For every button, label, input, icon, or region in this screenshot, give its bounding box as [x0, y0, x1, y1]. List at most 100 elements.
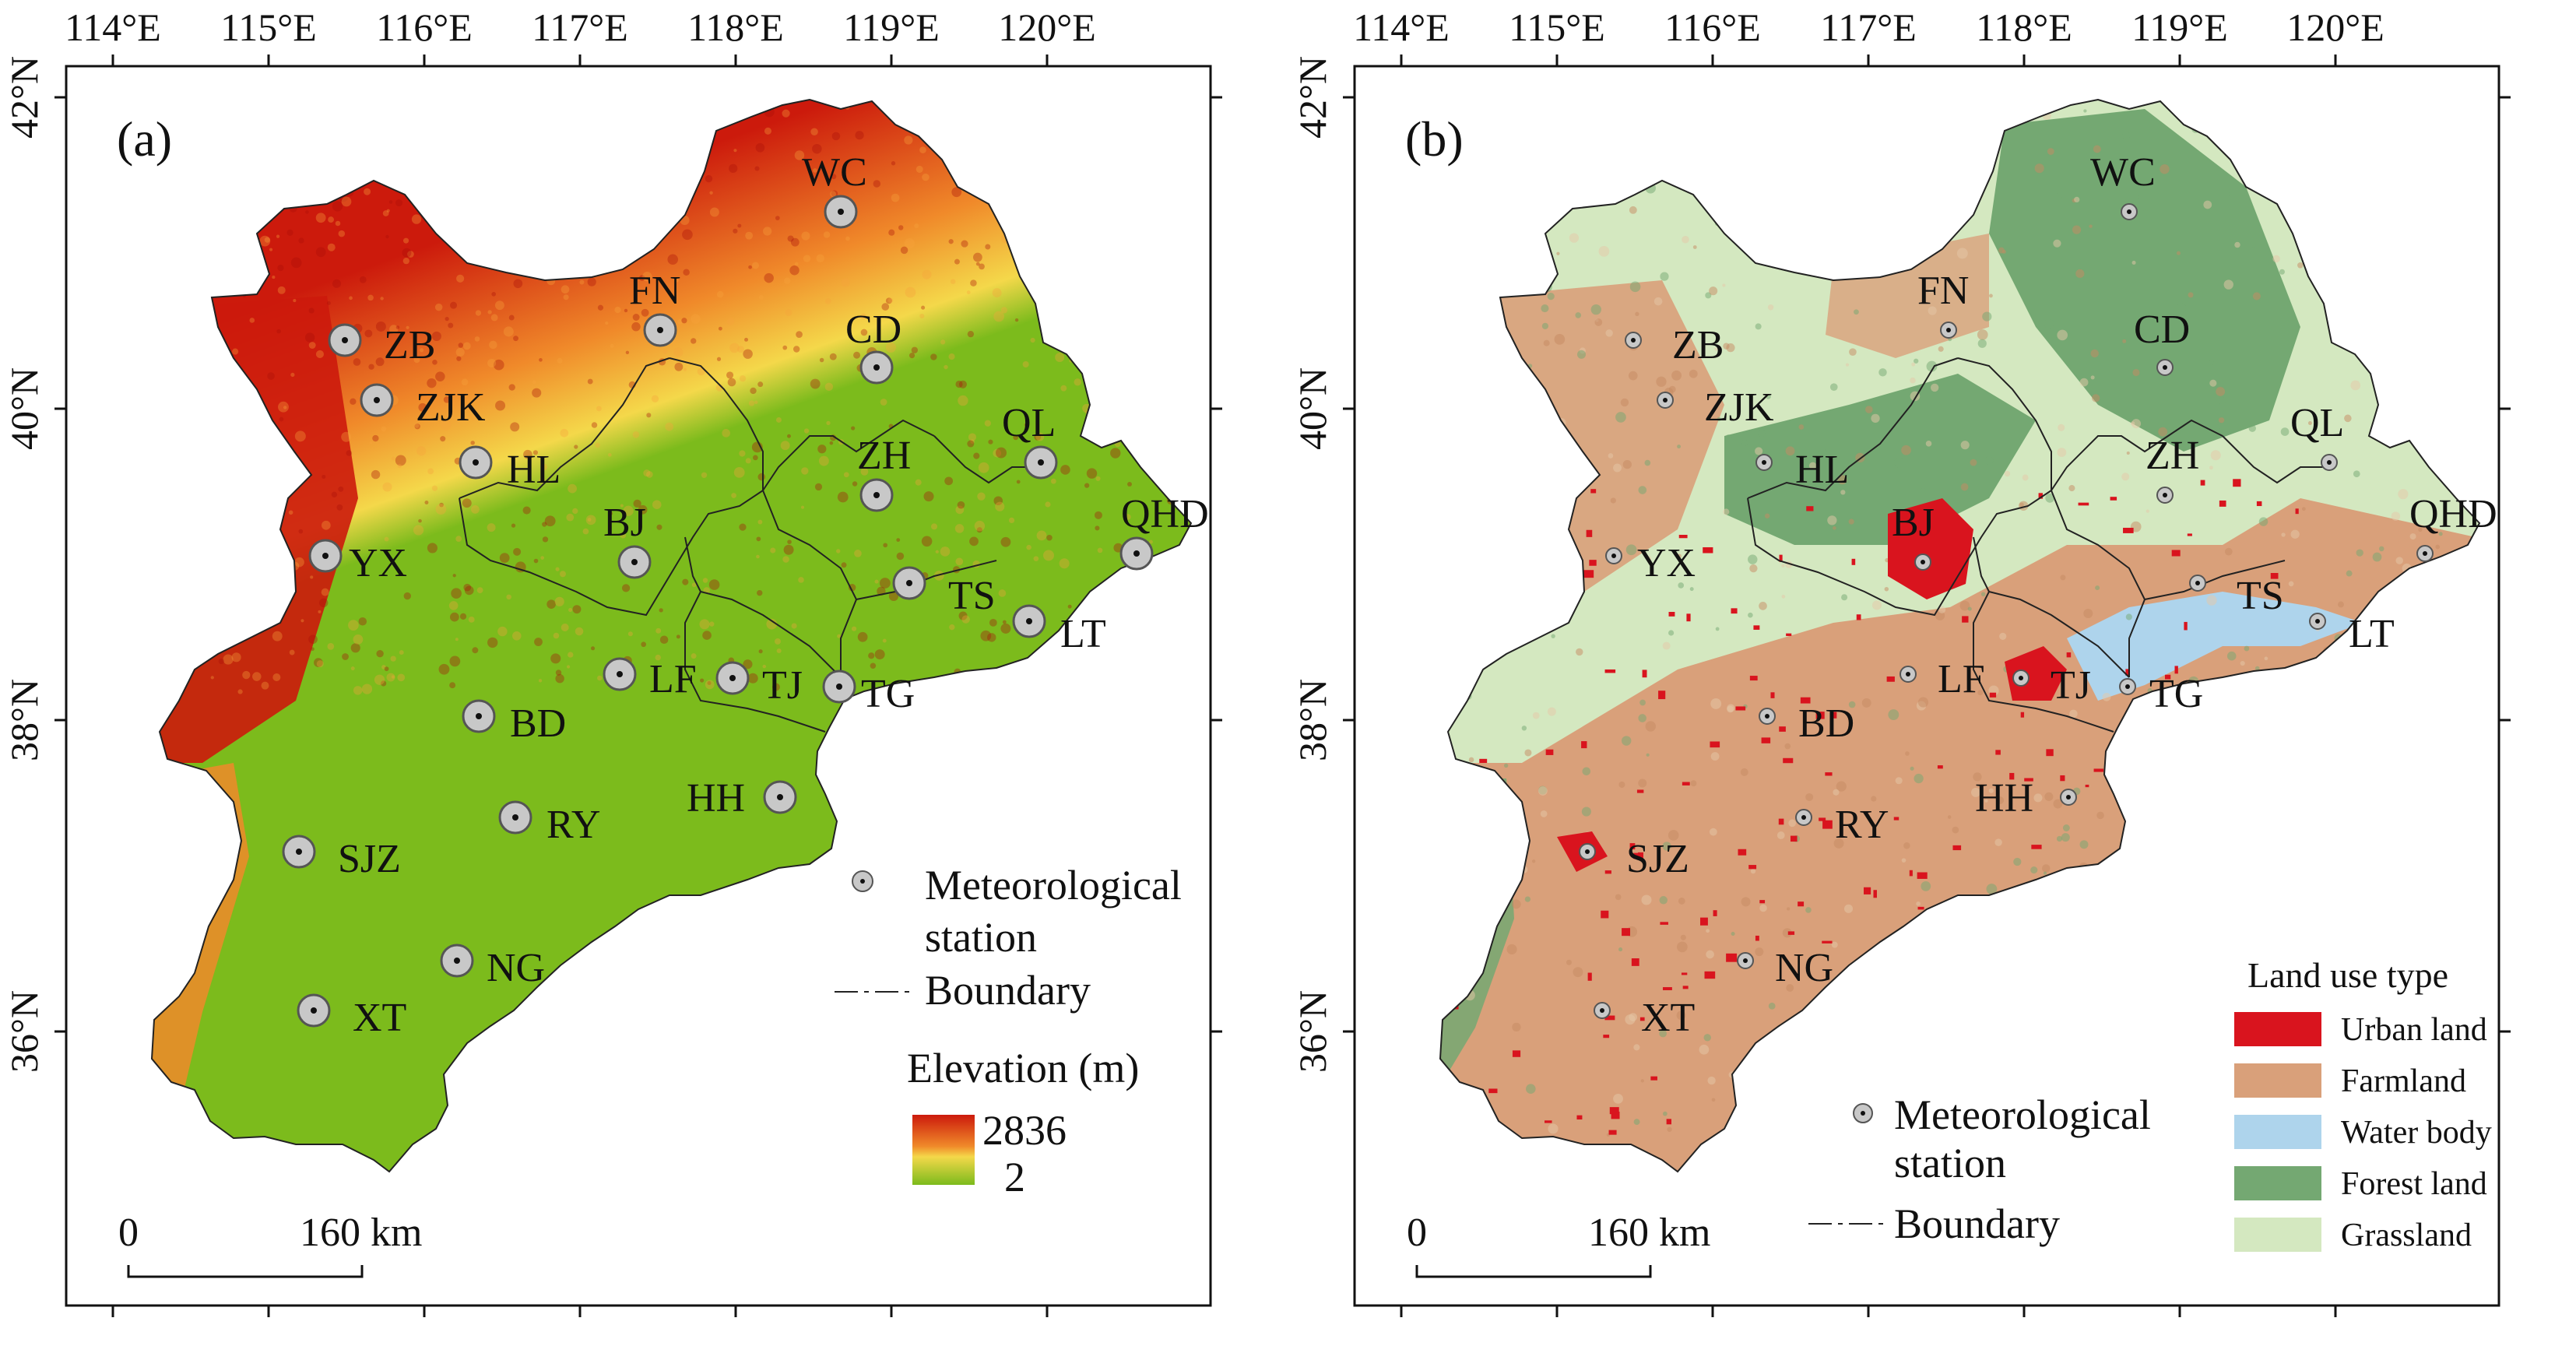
- station-hl: HL: [1755, 448, 1849, 492]
- station-ql: QL: [1002, 401, 1058, 480]
- svg-text:BD: BD: [510, 701, 566, 746]
- station-bj: BJ: [603, 501, 652, 579]
- legend-class: Water body: [2234, 1115, 2492, 1151]
- lat-tick-label: 40°N: [2, 367, 46, 450]
- lon-tick-label: 117°E: [1820, 5, 1917, 49]
- lon-tick-label: 120°E: [998, 5, 1096, 49]
- svg-text:ZB: ZB: [384, 323, 435, 367]
- svg-text:Forest land: Forest land: [2341, 1166, 2487, 1202]
- lat-tick-label: 42°N: [1291, 56, 1334, 139]
- lon-tick-label: 114°E: [1353, 5, 1450, 49]
- svg-text:FN: FN: [629, 269, 680, 313]
- map-neatline: [1353, 65, 2500, 1307]
- station-ng: NG: [440, 944, 545, 990]
- svg-text:2836: 2836: [982, 1107, 1067, 1154]
- station-sjz: SJZ: [282, 835, 401, 881]
- svg-text:ZH: ZH: [857, 434, 911, 478]
- station-tg: TG: [822, 669, 915, 716]
- svg-text:BJ: BJ: [1892, 501, 1935, 545]
- station-zjk: ZJK: [360, 383, 486, 430]
- station-qhd: QHD: [2409, 492, 2497, 562]
- svg-text:TJ: TJ: [762, 663, 803, 708]
- station-ts: TS: [2189, 574, 2284, 618]
- inner-boundary: [762, 419, 935, 491]
- station-ry: RY: [498, 800, 600, 847]
- inner-boundary: [1988, 591, 2130, 678]
- inner-boundary: [1973, 536, 2114, 733]
- station-hl: HL: [459, 445, 561, 492]
- station-wc: WC: [802, 150, 867, 229]
- svg-text:160 km: 160 km: [1588, 1211, 1710, 1255]
- panel-a-elevation-map: 114°E 115°E 116°E 117°E 118°E 119°E 120°E 42°N 4…: [2, 5, 1222, 1317]
- lat-tick-label: 38°N: [2, 679, 46, 761]
- inner-boundary: [933, 435, 1043, 484]
- station-lt: LT: [2309, 612, 2395, 656]
- station-lf: LF: [603, 657, 697, 701]
- lon-tick-label: 115°E: [220, 5, 317, 49]
- svg-text:HL: HL: [1795, 448, 1849, 492]
- lat-tick-label: 36°N: [1291, 990, 1334, 1073]
- svg-text:QL: QL: [2290, 401, 2344, 445]
- map-neatline: [65, 65, 1212, 1307]
- station-bd: BD: [1759, 701, 1854, 746]
- svg-text:LT: LT: [1060, 612, 1106, 656]
- svg-text:Urban land: Urban land: [2341, 1012, 2487, 1048]
- lon-tick-label: 119°E: [843, 5, 940, 49]
- svg-text:HH: HH: [687, 776, 745, 821]
- lon-tick-label: 116°E: [376, 5, 473, 49]
- svg-text:TS: TS: [948, 574, 996, 618]
- panel-b-landuse-map: 114°E 115°E 116°E 117°E 118°E 119°E 120°E 42°N 4…: [1288, 0, 2576, 1346]
- map-figure-b: 114°E 115°E 116°E 117°E 118°E 119°E 120°E 42°N 4…: [1291, 5, 2511, 1317]
- svg-text:QHD: QHD: [1121, 492, 1209, 536]
- inner-boundary: [669, 357, 764, 490]
- lat-tick-label: 38°N: [1291, 679, 1334, 761]
- svg-text:BD: BD: [1798, 701, 1854, 746]
- map-figure-a: 114°E 115°E 116°E 117°E 118°E 119°E 120°E 42°N 4…: [2, 5, 1222, 1317]
- station-zh: ZH: [857, 434, 911, 512]
- lon-tick-label: 116°E: [1664, 5, 1761, 49]
- svg-text:ZB: ZB: [1672, 323, 1724, 367]
- svg-text:Meteorological: Meteorological: [1894, 1091, 2151, 1138]
- legend: Meteorological station Boundary Elevation (…: [835, 862, 1182, 1200]
- lon-tick-label: 118°E: [1976, 5, 2072, 49]
- svg-text:RY: RY: [546, 803, 600, 847]
- svg-text:0: 0: [118, 1211, 139, 1255]
- panel-label: (a): [117, 111, 172, 167]
- station-bj: BJ: [1892, 501, 1935, 571]
- legend-class: Forest land: [2234, 1166, 2487, 1202]
- svg-text:NG: NG: [487, 946, 545, 990]
- svg-text:SJZ: SJZ: [338, 837, 401, 881]
- svg-text:CD: CD: [845, 308, 901, 352]
- station-yx: YX: [308, 539, 407, 585]
- station-fn: FN: [629, 269, 680, 347]
- station-lt: LT: [1012, 604, 1106, 656]
- station-sjz: SJZ: [1579, 837, 1689, 881]
- svg-text:SJZ: SJZ: [1626, 837, 1689, 881]
- station-ql: QL: [2290, 401, 2344, 471]
- svg-text:YX: YX: [1637, 541, 1696, 585]
- station-cd: CD: [845, 308, 901, 385]
- svg-text:YX: YX: [349, 541, 407, 585]
- svg-text:Water body: Water body: [2341, 1115, 2492, 1151]
- scale-bar: 0 160 km: [1407, 1211, 1710, 1278]
- lon-tick-label: 118°E: [687, 5, 784, 49]
- legend-class: Farmland: [2234, 1063, 2466, 1099]
- inner-boundary: [459, 490, 764, 617]
- svg-text:NG: NG: [1775, 946, 1833, 990]
- elevation-raster: [152, 100, 1191, 1172]
- inner-boundary: [2144, 560, 2286, 600]
- station-ng: NG: [1737, 946, 1833, 990]
- inner-boundary: [459, 357, 670, 499]
- scale-bar: 0 160 km: [118, 1211, 422, 1278]
- inner-boundary: [2051, 490, 2146, 677]
- station-ry: RY: [1795, 803, 1889, 847]
- station-xt: XT: [1594, 996, 1695, 1040]
- legend-class: Urban land: [2234, 1012, 2487, 1048]
- inner-boundary: [1957, 357, 2052, 490]
- svg-text:station: station: [925, 914, 1037, 961]
- svg-text:QHD: QHD: [2409, 492, 2497, 536]
- svg-text:LT: LT: [2349, 612, 2395, 656]
- station-zjk: ZJK: [1657, 385, 1774, 430]
- svg-text:TG: TG: [861, 672, 915, 716]
- svg-text:ZJK: ZJK: [416, 385, 486, 430]
